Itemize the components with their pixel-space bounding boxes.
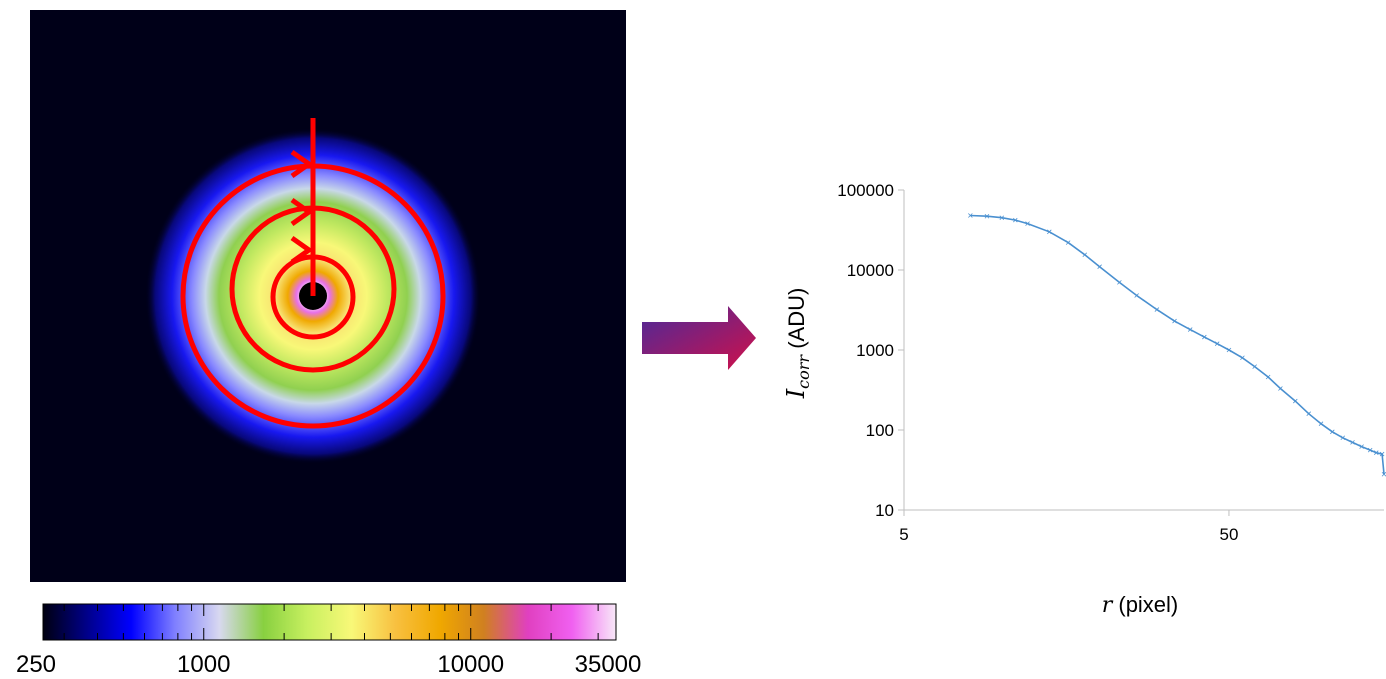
series-line (968, 213, 1386, 477)
y-tick-label: 100000 (837, 181, 894, 200)
data-point (1240, 355, 1245, 361)
data-point (1381, 471, 1386, 477)
data-point (1117, 280, 1122, 285)
data-point-mark (1330, 429, 1335, 435)
x-axis-label: r (pixel) (1102, 592, 1179, 618)
data-point (1359, 444, 1364, 449)
data-point-mark (1350, 440, 1355, 445)
integration-overlay (180, 118, 446, 429)
ring-arrow-outer (290, 149, 314, 179)
data-point (1097, 264, 1102, 269)
colorbar-tick-label: 35000 (575, 651, 642, 678)
y-tick-label: 10000 (847, 261, 894, 280)
data-point-mark (1012, 217, 1018, 223)
x-axis-unit: (pixel) (1112, 592, 1178, 617)
data-point-mark (1097, 264, 1102, 269)
data-point-mark (1306, 411, 1312, 416)
x-tick-label: 50 (1219, 525, 1238, 544)
data-point (1134, 293, 1139, 298)
colorbar: 250 1000 10000 35000 (16, 603, 642, 678)
series-path (970, 214, 1385, 475)
data-point (968, 213, 973, 218)
profile-chart: 10 100 1000 10000 100000 5 50 r (pixel) … (782, 181, 1386, 618)
data-point-mark (1367, 447, 1373, 453)
y-tick-label: 100 (866, 421, 894, 440)
data-point-mark (1340, 435, 1346, 441)
data-point (1278, 386, 1283, 391)
data-point (1025, 221, 1030, 226)
data-point (1154, 307, 1160, 312)
colorbar-tick-label: 1000 (177, 651, 230, 678)
data-point-mark (1252, 364, 1257, 369)
data-point (1226, 347, 1232, 353)
ring-arrow-inner (290, 235, 314, 265)
data-point-mark (1293, 398, 1298, 404)
data-point (1047, 229, 1052, 235)
data-point-mark (1318, 421, 1324, 426)
data-point-mark (1047, 229, 1052, 235)
colorbar-tick-label: 250 (16, 651, 56, 678)
ring-arrow-middle (290, 197, 314, 227)
data-point-mark (1172, 318, 1177, 324)
colorbar-tick-label: 10000 (437, 651, 504, 678)
data-point (1373, 450, 1379, 456)
data-point-mark (1359, 444, 1364, 449)
data-point-mark (1226, 347, 1232, 353)
data-point-mark (1187, 327, 1193, 332)
data-point (999, 215, 1005, 221)
y-axis-var: I (782, 388, 810, 399)
data-point-mark (1240, 355, 1245, 361)
data-point-mark (1373, 450, 1379, 456)
data-point (1012, 217, 1018, 223)
data-point-mark (1117, 280, 1122, 285)
data-point (1379, 451, 1385, 457)
data-point (1265, 374, 1271, 380)
x-tick-label: 5 (899, 525, 908, 544)
data-point-mark (968, 213, 973, 218)
data-point-mark (1154, 307, 1160, 312)
y-axis-sub: corr (794, 354, 813, 389)
data-point-mark (1065, 240, 1071, 245)
colorbar-ticks (63, 604, 599, 640)
data-point-mark (1278, 386, 1283, 391)
data-point (1340, 435, 1346, 441)
diffraction-image (30, 10, 626, 582)
data-point-mark (984, 213, 990, 219)
data-point (1350, 440, 1355, 445)
data-point (1202, 334, 1207, 340)
data-point (1214, 341, 1220, 346)
data-point (1082, 252, 1088, 258)
data-point-mark (1379, 451, 1385, 457)
data-point (1065, 240, 1071, 245)
data-point-mark (1265, 374, 1271, 380)
data-point (1187, 327, 1193, 332)
data-point-mark (1025, 221, 1030, 226)
data-point (1252, 364, 1257, 369)
data-point-mark (1381, 471, 1386, 477)
right-arrow-icon (642, 306, 756, 370)
data-point-mark (1082, 252, 1088, 258)
data-point-mark (1214, 341, 1220, 346)
y-tick-label: 1000 (856, 341, 894, 360)
data-point (1330, 429, 1335, 435)
data-point-mark (999, 215, 1005, 221)
data-point (1306, 411, 1312, 416)
y-axis-unit: (ADU) (784, 288, 809, 355)
colorbar-gradient (42, 603, 617, 641)
data-point (1172, 318, 1177, 324)
data-point-mark (1134, 293, 1139, 298)
x-axis-var: r (1102, 593, 1114, 618)
data-point-mark (1202, 334, 1207, 340)
data-point (984, 213, 990, 219)
y-axis-label: Icorr (ADU) (782, 288, 813, 400)
y-tick-label: 10 (875, 501, 894, 520)
data-point (1367, 447, 1373, 453)
data-point (1318, 421, 1324, 426)
data-point (1293, 398, 1298, 404)
chart-axes (898, 189, 1384, 516)
